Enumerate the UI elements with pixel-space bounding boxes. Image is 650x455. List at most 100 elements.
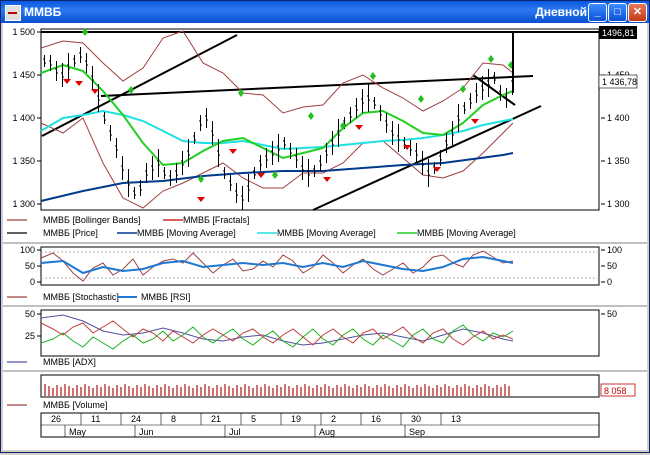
- legend-ma-short: ММВБ [Moving Average]: [417, 228, 516, 238]
- fractal-up-icon: [238, 89, 244, 97]
- date-axis: 26 11 24 8 21 5 19 2 16 30 13 May Jun Jul Aug Sep: [40, 412, 600, 438]
- fractal-up-icon: [272, 171, 278, 179]
- fractal-down-icon: [229, 149, 237, 154]
- price-y-tick: 1 400: [12, 113, 35, 123]
- legend-bollinger: ММВБ [Bollinger Bands]: [43, 215, 140, 225]
- fractal-down-icon: [197, 197, 205, 202]
- date-day-label: 13: [451, 414, 461, 424]
- fractal-up-icon: [370, 72, 376, 80]
- trendline-support: [312, 105, 542, 211]
- legend-adx: ММВБ [ADX]: [43, 357, 96, 367]
- date-day-label: 16: [371, 414, 381, 424]
- adx-plus-di: [40, 324, 514, 350]
- fractal-up-icon: [308, 112, 314, 120]
- legend-volume: ММВБ [Volume]: [43, 400, 107, 410]
- fractal-up-icon: [128, 86, 134, 94]
- date-day-label: 11: [91, 414, 100, 424]
- date-month-label: Jun: [139, 427, 154, 437]
- period-label: Дневной: [535, 5, 587, 19]
- adx-minus-di: [40, 320, 514, 346]
- fractal-up-icon: [460, 85, 466, 93]
- price-right-tick: 1 300: [607, 199, 630, 209]
- price-y-tick: 1 450: [12, 70, 35, 80]
- date-month-label: Aug: [319, 427, 335, 437]
- legend-price: ММВБ [Price]: [43, 228, 98, 238]
- fractal-down-icon: [323, 177, 331, 182]
- last-volume-label: 8 058: [604, 386, 627, 396]
- date-day-label: 5: [251, 414, 256, 424]
- date-day-label: 21: [211, 414, 221, 424]
- price-y-tick: 1 300: [12, 199, 35, 209]
- fractal-up-icon: [488, 55, 494, 63]
- app-icon: [5, 5, 21, 21]
- fractal-up-icon: [340, 122, 346, 130]
- date-month-label: May: [69, 427, 87, 437]
- ref-price-label: 1 436,78: [602, 77, 637, 87]
- stoch-right-tick: 0: [607, 277, 612, 287]
- adx-left-tick: 50: [25, 309, 35, 319]
- stoch-left-tick: 50: [25, 261, 35, 271]
- window-title: ММВБ: [24, 5, 62, 19]
- bollinger-upper: [40, 30, 514, 114]
- legend-rsi: ММВБ [RSI]: [141, 292, 190, 302]
- price-right-tick: 1 400: [607, 113, 630, 123]
- price-y-tick: 1 350: [12, 156, 35, 166]
- ma-short-line: [40, 63, 514, 167]
- trendline-resistance: [100, 75, 534, 97]
- adx-panel: 50 25 50: [3, 305, 647, 357]
- bollinger-lower: [40, 117, 514, 209]
- adx-left-tick: 25: [25, 331, 35, 341]
- volume-panel: 8 058: [3, 370, 647, 398]
- fractal-down-icon: [471, 119, 479, 124]
- fractal-down-icon: [355, 125, 363, 130]
- stoch-panel: 100 50 0 100 50 0: [3, 242, 647, 287]
- fractal-up-icon: [198, 175, 204, 183]
- date-day-label: 19: [291, 414, 301, 424]
- fractal-up-icon: [418, 95, 424, 103]
- last-price-box: [599, 26, 637, 39]
- legend-ma-mid: ММВБ [Moving Average]: [277, 228, 376, 238]
- ref-price-box: [598, 74, 638, 89]
- title-bar[interactable]: ММВБ Дневной _ □ ✕: [1, 1, 649, 23]
- stoch-left-tick: 0: [30, 277, 35, 287]
- legend-ma-long: ММВБ [Moving Average]: [137, 228, 236, 238]
- fractal-up-icon: [82, 28, 88, 36]
- rsi-line: [40, 255, 514, 275]
- last-price-label: 1496,81: [602, 28, 635, 38]
- price-y-tick: 1 500: [12, 27, 35, 37]
- fractal-down-icon: [433, 167, 441, 172]
- trendline-up-1: [41, 34, 238, 137]
- fractal-down-icon: [91, 89, 99, 94]
- minimize-button[interactable]: _: [588, 3, 607, 22]
- maximize-button[interactable]: □: [608, 3, 627, 22]
- date-day-label: 2: [331, 414, 336, 424]
- fractal-down-icon: [257, 173, 265, 178]
- stoch-plot-frame: [40, 246, 600, 286]
- adx-right-tick: 50: [607, 309, 617, 319]
- date-month-label: Sep: [409, 427, 425, 437]
- stoch-legend: ММВБ [Stochastic] ММВБ [RSI]: [7, 292, 190, 302]
- stoch-right-tick: 100: [607, 245, 622, 255]
- adx-legend: ММВБ [ADX]: [7, 357, 96, 367]
- stoch-left-tick: 100: [20, 245, 35, 255]
- price-right-tick: 1 350: [607, 156, 630, 166]
- price-legend: ММВБ [Bollinger Bands] ММВБ [Fractals] М…: [7, 215, 516, 238]
- date-day-label: 26: [51, 414, 61, 424]
- date-month-label: Jul: [229, 427, 241, 437]
- close-button[interactable]: ✕: [628, 3, 647, 22]
- fractal-down-icon: [75, 81, 83, 86]
- volume-legend: ММВБ [Volume]: [7, 400, 107, 410]
- date-day-label: 30: [411, 414, 421, 424]
- last-volume-box: [600, 383, 636, 397]
- date-day-label: 8: [171, 414, 176, 424]
- fractal-down-icon: [63, 79, 71, 84]
- stoch-right-tick: 50: [607, 261, 617, 271]
- date-day-label: 24: [131, 414, 141, 424]
- legend-stochastic: ММВБ [Stochastic]: [43, 292, 119, 302]
- fractal-down-icon: [403, 145, 411, 150]
- legend-fractals: ММВБ [Fractals]: [183, 215, 249, 225]
